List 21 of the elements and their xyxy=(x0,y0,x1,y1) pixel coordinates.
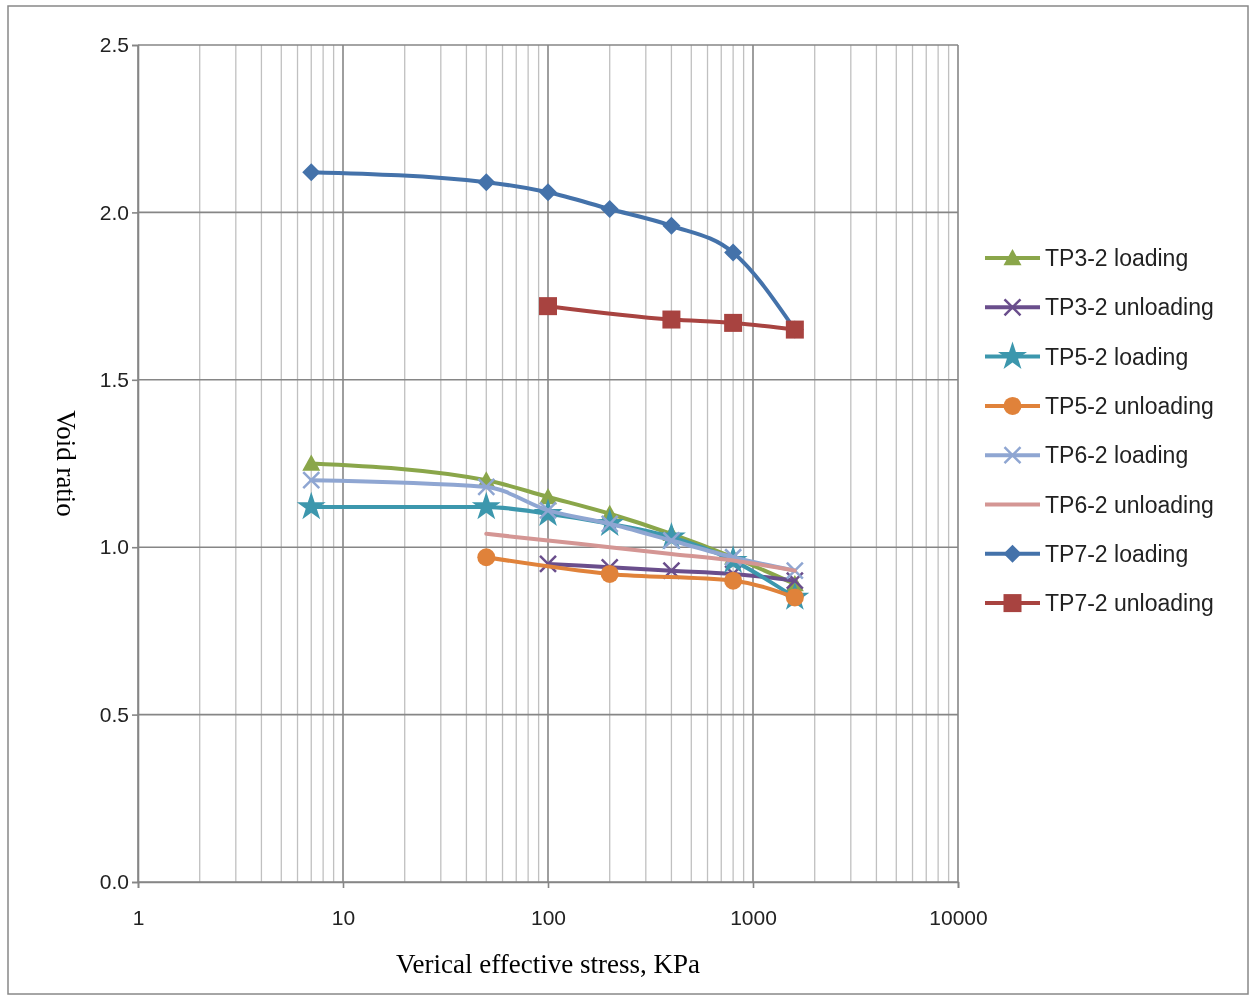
y-tick-label: 0.0 xyxy=(99,870,129,894)
legend-label: TP6-2 loading xyxy=(1045,442,1189,469)
x-tick-label: 1 xyxy=(132,905,145,929)
y-tick-label: 1.0 xyxy=(99,535,129,559)
y-tick-label: 1.5 xyxy=(99,368,129,392)
legend-label: TP6-2 unloading xyxy=(1045,491,1214,518)
legend-label: TP3-2 unloading xyxy=(1045,294,1214,321)
x-tick-label: 100 xyxy=(530,905,567,929)
x-tick-label: 10 xyxy=(331,905,356,929)
legend-label: TP5-2 unloading xyxy=(1045,392,1214,419)
legend-label: TP5-2 loading xyxy=(1045,343,1189,370)
y-tick-label: 2.5 xyxy=(99,33,129,57)
y-axis-title: Void ratio xyxy=(51,410,81,517)
y-tick-label: 0.5 xyxy=(99,702,129,726)
x-tick-label: 10000 xyxy=(929,905,988,929)
legend-label: TP7-2 loading xyxy=(1045,540,1189,567)
legend-label: TP3-2 loading xyxy=(1045,245,1189,271)
x-tick-label: 1000 xyxy=(730,905,777,929)
legend-label: TP7-2 unloading xyxy=(1045,590,1214,617)
y-tick-label: 2.0 xyxy=(99,200,129,224)
x-axis-title: Verical effective stress, KPa xyxy=(396,949,700,979)
